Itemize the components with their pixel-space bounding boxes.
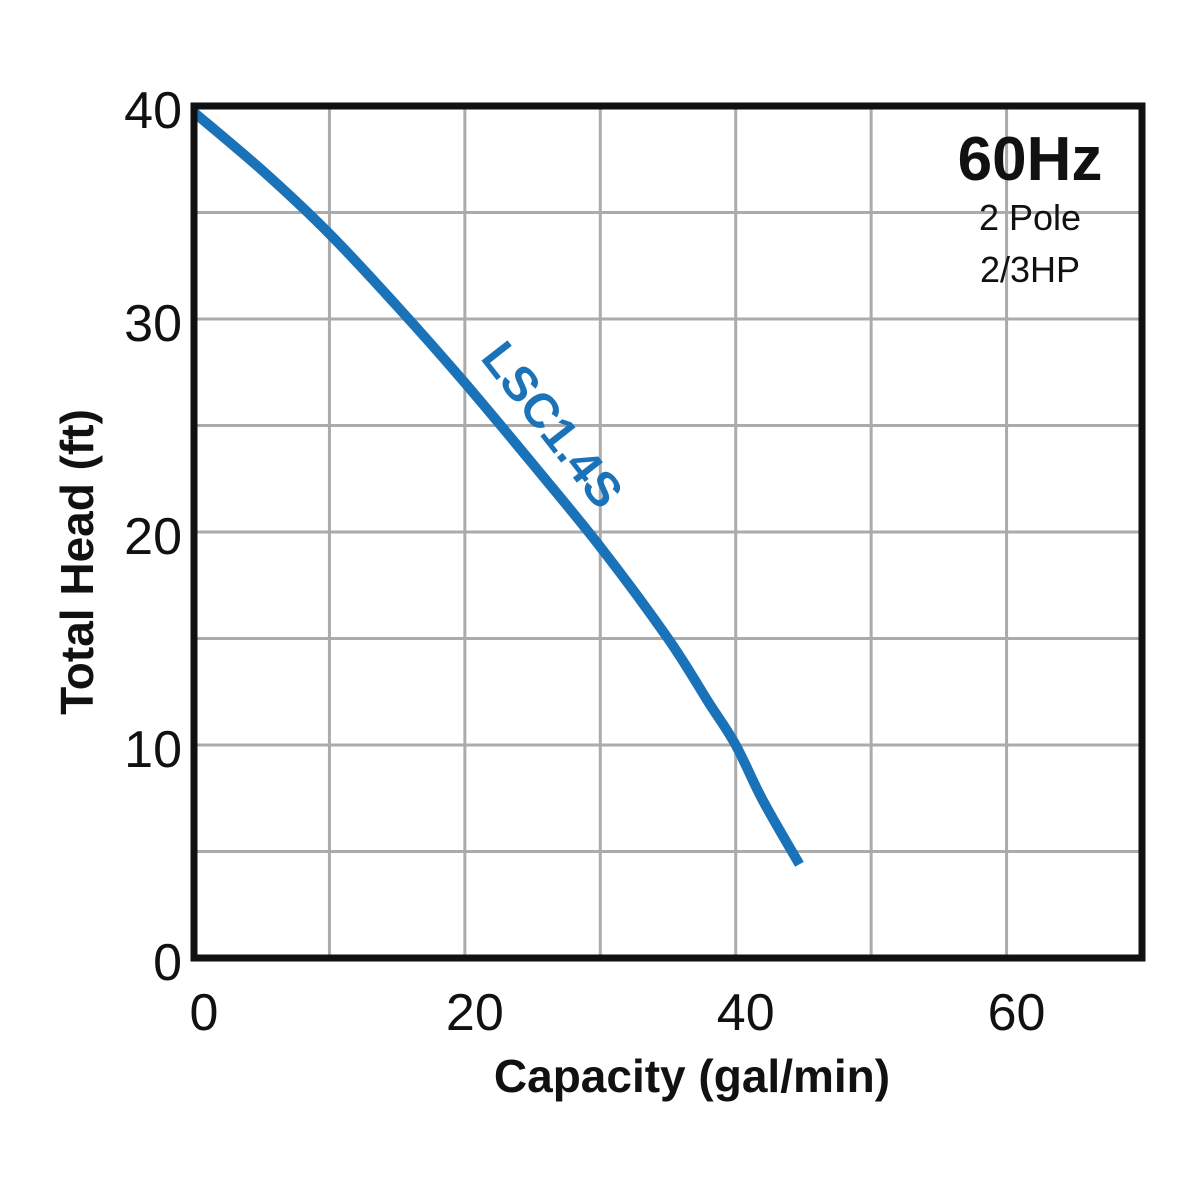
x-tick-labels: 0 20 40 60 [190, 984, 1046, 1042]
x-axis-title: Capacity (gal/min) [494, 1050, 890, 1102]
curve-layer [190, 108, 804, 867]
x-tick-label: 0 [190, 984, 219, 1042]
y-axis-title: Total Head (ft) [51, 409, 103, 715]
y-tick-label: 10 [124, 721, 182, 779]
pole-label: 2 Pole [979, 197, 1081, 238]
horsepower-label: 2/3HP [980, 249, 1080, 290]
x-tick-label: 40 [717, 984, 775, 1042]
grid [194, 106, 1142, 958]
y-tick-label: 20 [124, 508, 182, 566]
y-tick-labels: 0 10 20 30 40 [124, 82, 182, 992]
series-line [190, 108, 804, 867]
y-tick-label: 0 [153, 934, 182, 992]
y-tick-label: 40 [124, 82, 182, 140]
y-tick-label: 30 [124, 295, 182, 353]
x-tick-label: 60 [988, 984, 1046, 1042]
x-tick-label: 20 [446, 984, 504, 1042]
plot-frame [190, 102, 1146, 962]
frequency-label: 60Hz [958, 125, 1103, 194]
